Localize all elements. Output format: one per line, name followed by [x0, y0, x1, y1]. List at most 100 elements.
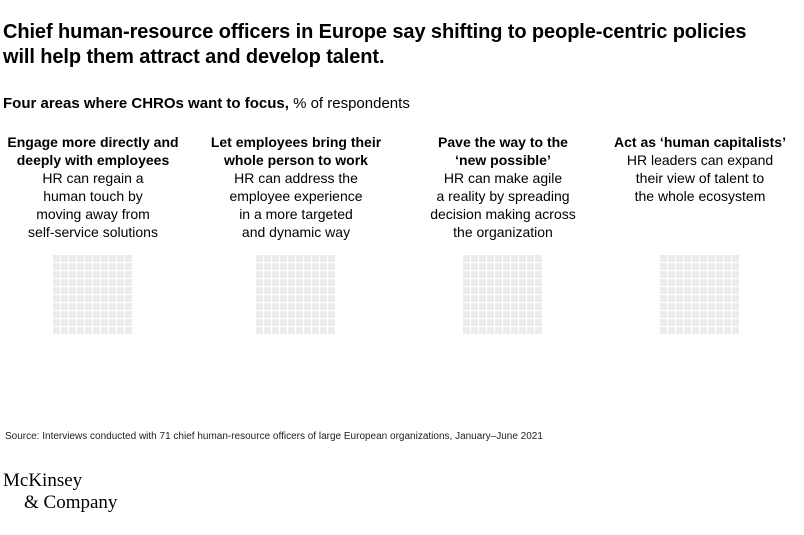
mckinsey-logo: McKinsey & Company [3, 470, 117, 514]
waffle-cell [676, 311, 683, 318]
waffle-cell [495, 287, 502, 294]
waffle-cell [85, 311, 92, 318]
waffle-cell [61, 311, 68, 318]
subtitle-bold: Four areas where CHROs want to focus, [3, 95, 289, 112]
waffle-cell [69, 311, 76, 318]
waffle-cell [304, 327, 311, 334]
waffle-cell [328, 303, 335, 310]
focus-area-description: HR can make agile [443, 170, 563, 186]
waffle-cell [463, 271, 470, 278]
waffle-cell [676, 319, 683, 326]
waffle-cell [53, 287, 60, 294]
waffle-cell [471, 319, 478, 326]
waffle-cell [471, 311, 478, 318]
waffle-cell [503, 271, 510, 278]
waffle-cell [684, 279, 691, 286]
waffle-cell [487, 263, 494, 270]
waffle-cell [93, 287, 100, 294]
waffle-cell [328, 327, 335, 334]
waffle-cell [53, 271, 60, 278]
waffle-cell [264, 263, 271, 270]
waffle-cell [708, 287, 715, 294]
waffle-cell [288, 271, 295, 278]
waffle-cell [684, 263, 691, 270]
waffle-cell [724, 311, 731, 318]
waffle-cell [479, 311, 486, 318]
waffle-cell [320, 255, 327, 262]
waffle-cell [708, 255, 715, 262]
waffle-cell [101, 303, 108, 310]
waffle-cell [77, 319, 84, 326]
waffle-cell [53, 255, 60, 262]
waffle-cell [511, 311, 518, 318]
waffle-cell [256, 279, 263, 286]
waffle-cell [304, 287, 311, 294]
waffle-cell [487, 327, 494, 334]
waffle-cell [724, 295, 731, 302]
waffle-cell [280, 287, 287, 294]
waffle-cell [487, 295, 494, 302]
waffle-cell [304, 263, 311, 270]
waffle-grid-1 [53, 255, 132, 334]
waffle-cell [479, 287, 486, 294]
waffle-cell [77, 287, 84, 294]
waffle-cell [93, 279, 100, 286]
waffle-cell [77, 263, 84, 270]
waffle-cell [109, 287, 116, 294]
waffle-cell [724, 287, 731, 294]
waffle-cell [511, 295, 518, 302]
waffle-cell [732, 295, 739, 302]
waffle-cell [256, 295, 263, 302]
waffle-cell [304, 271, 311, 278]
waffle-cell [700, 255, 707, 262]
waffle-cell [692, 295, 699, 302]
waffle-cell [668, 311, 675, 318]
waffle-cell [69, 271, 76, 278]
waffle-cell [101, 255, 108, 262]
waffle-cell [692, 287, 699, 294]
waffle-cell [708, 271, 715, 278]
waffle-cell [312, 255, 319, 262]
waffle-cell [519, 303, 526, 310]
waffle-cell [304, 303, 311, 310]
waffle-cell [77, 255, 84, 262]
waffle-cell [519, 263, 526, 270]
waffle-cell [288, 327, 295, 334]
waffle-cell [684, 271, 691, 278]
waffle-cell [101, 279, 108, 286]
waffle-cell [708, 263, 715, 270]
waffle-cell [684, 311, 691, 318]
waffle-cell [117, 255, 124, 262]
waffle-cell [676, 255, 683, 262]
waffle-cell [471, 279, 478, 286]
waffle-cell [676, 287, 683, 294]
focus-area-3: Pave the way to the ‘new possible’ HR can … [403, 133, 603, 241]
waffle-cell [716, 287, 723, 294]
waffle-cell [320, 295, 327, 302]
waffle-cell [700, 303, 707, 310]
waffle-cell [328, 295, 335, 302]
waffle-cell [527, 255, 534, 262]
waffle-cell [495, 295, 502, 302]
chart-subtitle: Four areas where CHROs want to focus, % … [3, 94, 410, 114]
waffle-cell [660, 279, 667, 286]
waffle-cell [256, 303, 263, 310]
waffle-cell [527, 303, 534, 310]
waffle-cell [312, 279, 319, 286]
waffle-cell [471, 303, 478, 310]
waffle-cell [93, 319, 100, 326]
waffle-cell [503, 263, 510, 270]
waffle-cell [463, 319, 470, 326]
waffle-cell [732, 287, 739, 294]
waffle-cell [487, 279, 494, 286]
waffle-cell [53, 303, 60, 310]
waffle-cell [280, 319, 287, 326]
waffle-cell [503, 311, 510, 318]
waffle-cell [495, 319, 502, 326]
waffle-cell [53, 327, 60, 334]
waffle-cell [288, 263, 295, 270]
waffle-cell [109, 311, 116, 318]
waffle-cell [272, 311, 279, 318]
waffle-cell [61, 287, 68, 294]
waffle-cell [519, 287, 526, 294]
